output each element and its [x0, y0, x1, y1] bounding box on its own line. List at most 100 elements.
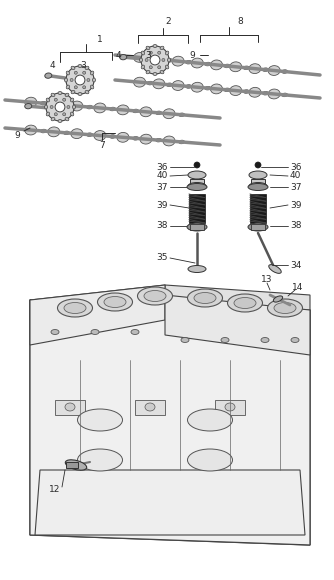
- Ellipse shape: [274, 303, 296, 314]
- Circle shape: [75, 75, 85, 85]
- Ellipse shape: [46, 112, 49, 116]
- Ellipse shape: [117, 132, 129, 142]
- Ellipse shape: [140, 58, 143, 62]
- Circle shape: [141, 46, 169, 74]
- Ellipse shape: [273, 296, 283, 302]
- Ellipse shape: [221, 338, 229, 343]
- Text: 3: 3: [80, 60, 86, 70]
- Text: 36: 36: [290, 162, 302, 172]
- Ellipse shape: [91, 329, 99, 335]
- Text: 9: 9: [189, 50, 195, 60]
- Circle shape: [54, 98, 57, 102]
- Ellipse shape: [98, 293, 133, 311]
- Ellipse shape: [268, 89, 280, 99]
- Ellipse shape: [249, 171, 267, 179]
- Ellipse shape: [249, 88, 261, 97]
- Bar: [250, 194, 266, 223]
- Ellipse shape: [66, 85, 69, 89]
- Text: 38: 38: [157, 222, 168, 230]
- Ellipse shape: [205, 86, 211, 90]
- Ellipse shape: [144, 291, 166, 302]
- Text: 40: 40: [157, 172, 168, 180]
- Ellipse shape: [179, 113, 185, 117]
- Polygon shape: [30, 300, 310, 545]
- Ellipse shape: [51, 118, 55, 121]
- Ellipse shape: [91, 85, 94, 89]
- Ellipse shape: [140, 134, 152, 144]
- Ellipse shape: [25, 103, 32, 109]
- Text: 3: 3: [145, 50, 151, 60]
- Ellipse shape: [187, 183, 207, 190]
- Circle shape: [158, 66, 161, 69]
- Circle shape: [87, 78, 90, 82]
- Bar: [190, 179, 204, 186]
- Ellipse shape: [187, 409, 232, 431]
- Ellipse shape: [77, 409, 123, 431]
- Text: 37: 37: [290, 183, 302, 191]
- Ellipse shape: [64, 78, 67, 82]
- Ellipse shape: [63, 103, 69, 107]
- Circle shape: [255, 162, 261, 168]
- Ellipse shape: [64, 303, 86, 314]
- Ellipse shape: [78, 92, 82, 96]
- Text: 2: 2: [165, 17, 171, 27]
- Ellipse shape: [140, 107, 152, 117]
- Ellipse shape: [179, 140, 185, 144]
- Circle shape: [74, 71, 77, 74]
- Ellipse shape: [243, 90, 249, 93]
- Ellipse shape: [48, 99, 60, 109]
- Ellipse shape: [65, 403, 75, 411]
- Ellipse shape: [188, 183, 206, 190]
- Ellipse shape: [133, 136, 139, 140]
- Circle shape: [162, 59, 165, 61]
- Text: 40: 40: [290, 172, 301, 180]
- Circle shape: [70, 78, 73, 82]
- Ellipse shape: [243, 66, 249, 70]
- Ellipse shape: [51, 93, 55, 96]
- Circle shape: [194, 162, 200, 168]
- Text: 39: 39: [290, 201, 302, 209]
- Ellipse shape: [65, 118, 69, 121]
- Text: 39: 39: [157, 201, 168, 209]
- Ellipse shape: [160, 71, 164, 74]
- Ellipse shape: [269, 264, 281, 273]
- Circle shape: [83, 86, 86, 89]
- Ellipse shape: [141, 51, 145, 55]
- Ellipse shape: [85, 66, 89, 70]
- Ellipse shape: [248, 223, 268, 231]
- Bar: [251, 179, 265, 186]
- Ellipse shape: [93, 78, 96, 82]
- Ellipse shape: [51, 329, 59, 335]
- Ellipse shape: [70, 112, 74, 116]
- Polygon shape: [30, 300, 310, 545]
- Ellipse shape: [40, 129, 46, 133]
- Ellipse shape: [156, 139, 162, 142]
- Ellipse shape: [134, 77, 146, 87]
- Ellipse shape: [268, 66, 280, 75]
- Ellipse shape: [187, 449, 232, 471]
- Ellipse shape: [94, 103, 106, 113]
- Ellipse shape: [163, 109, 175, 119]
- Text: 4: 4: [115, 50, 121, 60]
- Ellipse shape: [261, 338, 269, 343]
- Ellipse shape: [63, 131, 69, 135]
- Text: 8: 8: [237, 17, 243, 27]
- Ellipse shape: [141, 65, 145, 69]
- Text: 35: 35: [157, 253, 168, 263]
- Text: 12: 12: [49, 485, 61, 495]
- Circle shape: [63, 113, 66, 116]
- Ellipse shape: [187, 289, 222, 307]
- Ellipse shape: [65, 460, 87, 470]
- Ellipse shape: [186, 85, 192, 88]
- Ellipse shape: [110, 135, 116, 138]
- Ellipse shape: [131, 329, 139, 335]
- Ellipse shape: [291, 338, 299, 343]
- Polygon shape: [35, 470, 305, 535]
- Ellipse shape: [249, 183, 267, 190]
- Bar: [189, 194, 205, 223]
- Circle shape: [66, 66, 94, 94]
- Ellipse shape: [104, 296, 126, 307]
- Ellipse shape: [94, 130, 106, 140]
- Ellipse shape: [172, 81, 184, 90]
- Ellipse shape: [210, 60, 222, 70]
